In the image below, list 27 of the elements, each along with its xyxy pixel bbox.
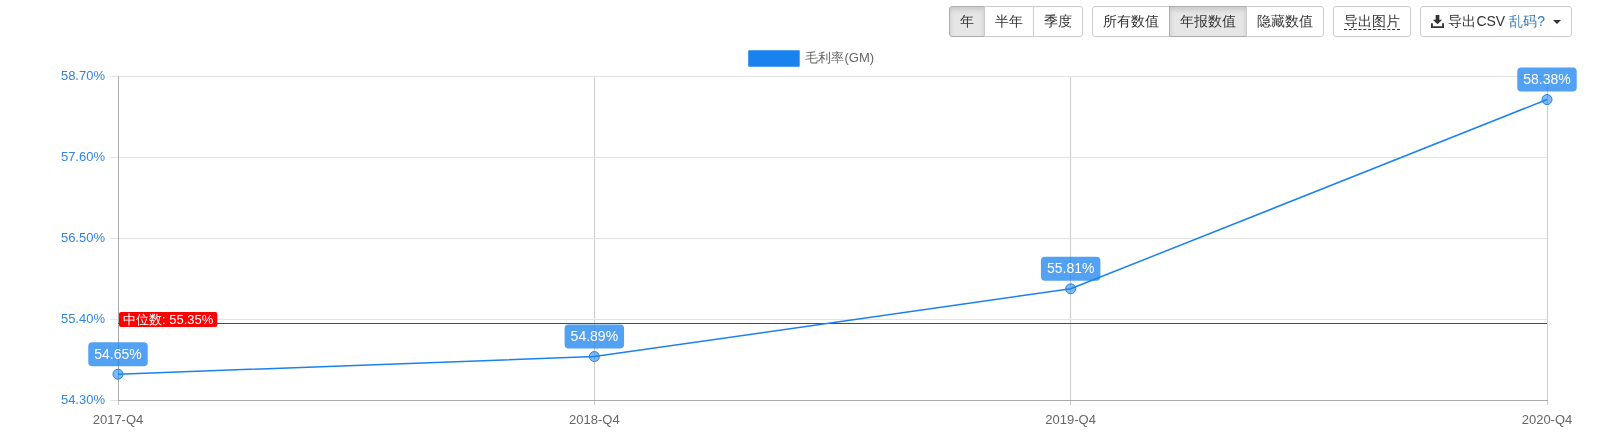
x-tick-label: 2017-Q4 bbox=[92, 412, 144, 428]
y-tick-label: 56.50% bbox=[60, 229, 106, 245]
x-tick-label: 2019-Q4 bbox=[1045, 412, 1096, 428]
data-label: 54.89% bbox=[570, 327, 619, 344]
value-mode-button[interactable]: 所有数值 bbox=[1092, 6, 1171, 37]
period-button[interactable]: 季度 bbox=[1033, 6, 1084, 37]
period-button[interactable]: 半年 bbox=[984, 6, 1035, 37]
data-label: 58.38% bbox=[1523, 70, 1571, 87]
point bbox=[588, 351, 600, 363]
export-image-button[interactable]: 导出图片 bbox=[1333, 6, 1412, 37]
point bbox=[1541, 94, 1553, 106]
data-label: 55.81% bbox=[1046, 260, 1095, 277]
value-mode-button[interactable]: 隐藏数值 bbox=[1246, 6, 1325, 37]
ref-line-label: 中位数: 55.35% bbox=[123, 311, 214, 327]
point bbox=[112, 368, 124, 380]
x-tick-label: 2020-Q4 bbox=[1521, 412, 1573, 428]
value-mode-button[interactable]: 年报数值 bbox=[1169, 6, 1248, 37]
y-tick-label: 54.30% bbox=[60, 391, 106, 407]
y-tick-label: 57.60% bbox=[60, 148, 106, 164]
point bbox=[1065, 283, 1077, 295]
y-tick-label: 58.70% bbox=[60, 67, 106, 83]
x-tick-label: 2018-Q4 bbox=[569, 412, 620, 428]
export-csv-button[interactable]: 导出CSV 乱码? bbox=[1420, 6, 1572, 37]
period-button[interactable]: 年 bbox=[949, 6, 986, 37]
legend-label: 毛利率(GM) bbox=[805, 50, 875, 66]
y-tick-label: 55.40% bbox=[60, 310, 106, 326]
data-label: 54.65% bbox=[94, 345, 142, 362]
